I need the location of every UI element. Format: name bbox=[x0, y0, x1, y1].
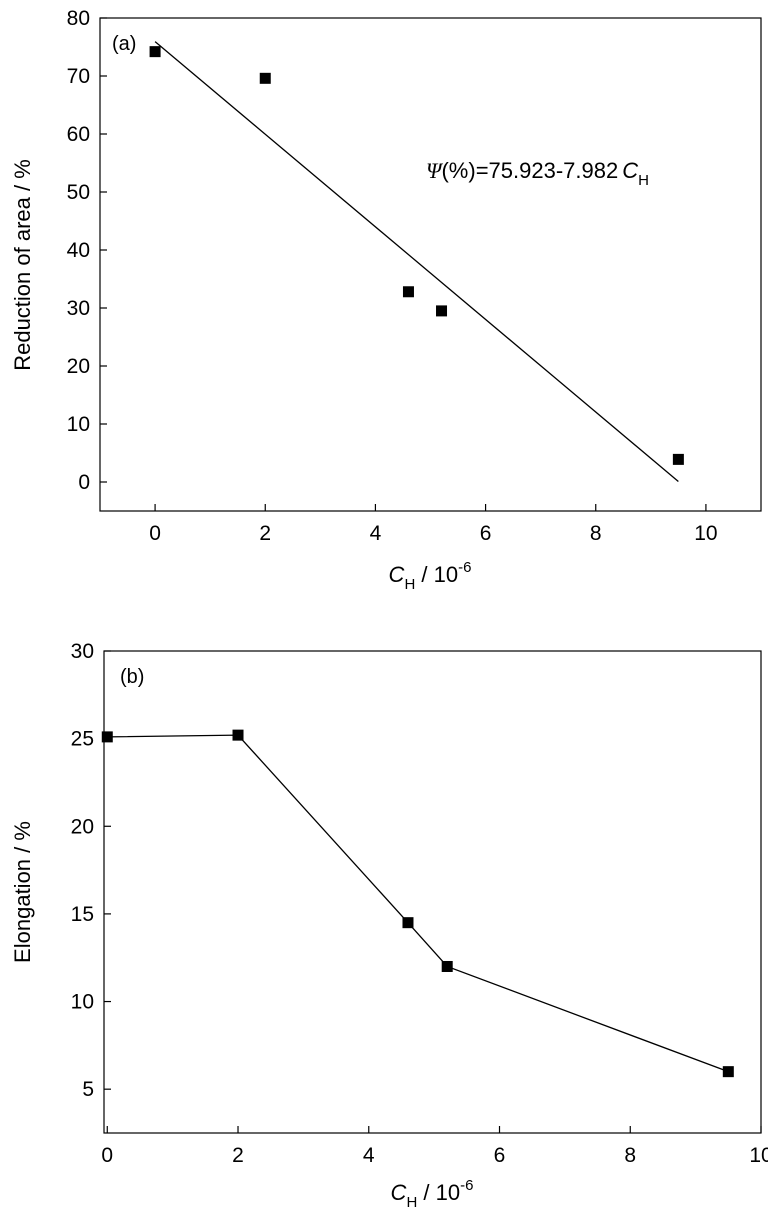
x-tick-label: 0 bbox=[149, 522, 161, 545]
x-tick-label: 8 bbox=[590, 522, 602, 545]
y-tick-label: 40 bbox=[67, 239, 90, 262]
y-tick-label: 25 bbox=[71, 728, 94, 751]
series-line bbox=[107, 734, 729, 1073]
x-tick-label: 6 bbox=[494, 1144, 506, 1167]
y-tick-label: 20 bbox=[71, 815, 94, 838]
data-point bbox=[101, 731, 113, 743]
data-point bbox=[722, 1066, 734, 1078]
x-axis-title-a: CH / 10-6 bbox=[389, 559, 472, 593]
y-tick-label: 50 bbox=[67, 181, 90, 204]
plot-frame-b bbox=[103, 650, 762, 1134]
y-axis-title-b: Elongation / % bbox=[10, 821, 35, 963]
y-axis-title-a: Reduction of area / % bbox=[10, 159, 35, 371]
y-tick-label: 80 bbox=[67, 7, 90, 30]
data-point bbox=[402, 917, 414, 929]
y-tick-label: 30 bbox=[71, 640, 94, 663]
y-tick-label: 10 bbox=[67, 413, 90, 436]
panel-a: 0 10 20 30 40 50 60 70 80 0 2 4 6 8 10 (a) Ψ(%)=75.92… bbox=[10, 7, 762, 593]
data-point bbox=[149, 46, 161, 58]
fit-line bbox=[154, 41, 679, 482]
data-point bbox=[441, 960, 453, 972]
data-marks-b bbox=[101, 729, 734, 1078]
panel-label-b: (b) bbox=[120, 666, 144, 688]
x-tick-label: 10 bbox=[694, 522, 717, 545]
y-axis-ticks-b: 5 10 15 20 25 30 bbox=[71, 640, 111, 1101]
y-tick-label: 70 bbox=[67, 65, 90, 88]
y-tick-label: 5 bbox=[82, 1078, 94, 1101]
data-point bbox=[402, 286, 414, 298]
x-tick-label: 2 bbox=[232, 1144, 244, 1167]
data-marks-a bbox=[149, 41, 684, 482]
x-tick-label: 8 bbox=[624, 1144, 636, 1167]
data-point bbox=[232, 729, 244, 741]
y-tick-label: 10 bbox=[71, 991, 94, 1014]
y-tick-label: 15 bbox=[71, 903, 94, 926]
data-point bbox=[672, 453, 684, 465]
x-axis-ticks-a: 0 2 4 6 8 10 bbox=[149, 504, 718, 545]
x-tick-label: 4 bbox=[363, 1144, 375, 1167]
data-point bbox=[259, 72, 271, 84]
fit-equation: Ψ(%)=75.923-7.982 CH bbox=[426, 158, 649, 189]
x-axis-title-b: CH / 10-6 bbox=[391, 1177, 474, 1211]
panel-b: 5 10 15 20 25 30 0 2 4 6 8 10 (b) Elongation / % C… bbox=[10, 640, 768, 1211]
x-tick-label: 6 bbox=[480, 522, 492, 545]
y-tick-label: 30 bbox=[67, 297, 90, 320]
y-tick-label: 60 bbox=[67, 123, 90, 146]
data-point bbox=[436, 305, 448, 317]
y-tick-label: 20 bbox=[67, 355, 90, 378]
y-tick-label: 0 bbox=[78, 471, 90, 494]
x-tick-label: 2 bbox=[259, 522, 271, 545]
x-tick-label: 10 bbox=[749, 1144, 768, 1167]
x-axis-ticks-b: 0 2 4 6 8 10 bbox=[101, 1126, 768, 1167]
plot-frame-a bbox=[99, 17, 762, 512]
x-tick-label: 4 bbox=[370, 522, 382, 545]
panel-label-a: (a) bbox=[112, 33, 136, 55]
y-axis-ticks-a: 0 10 20 30 40 50 60 70 80 bbox=[67, 7, 107, 494]
x-tick-label: 0 bbox=[101, 1144, 113, 1167]
